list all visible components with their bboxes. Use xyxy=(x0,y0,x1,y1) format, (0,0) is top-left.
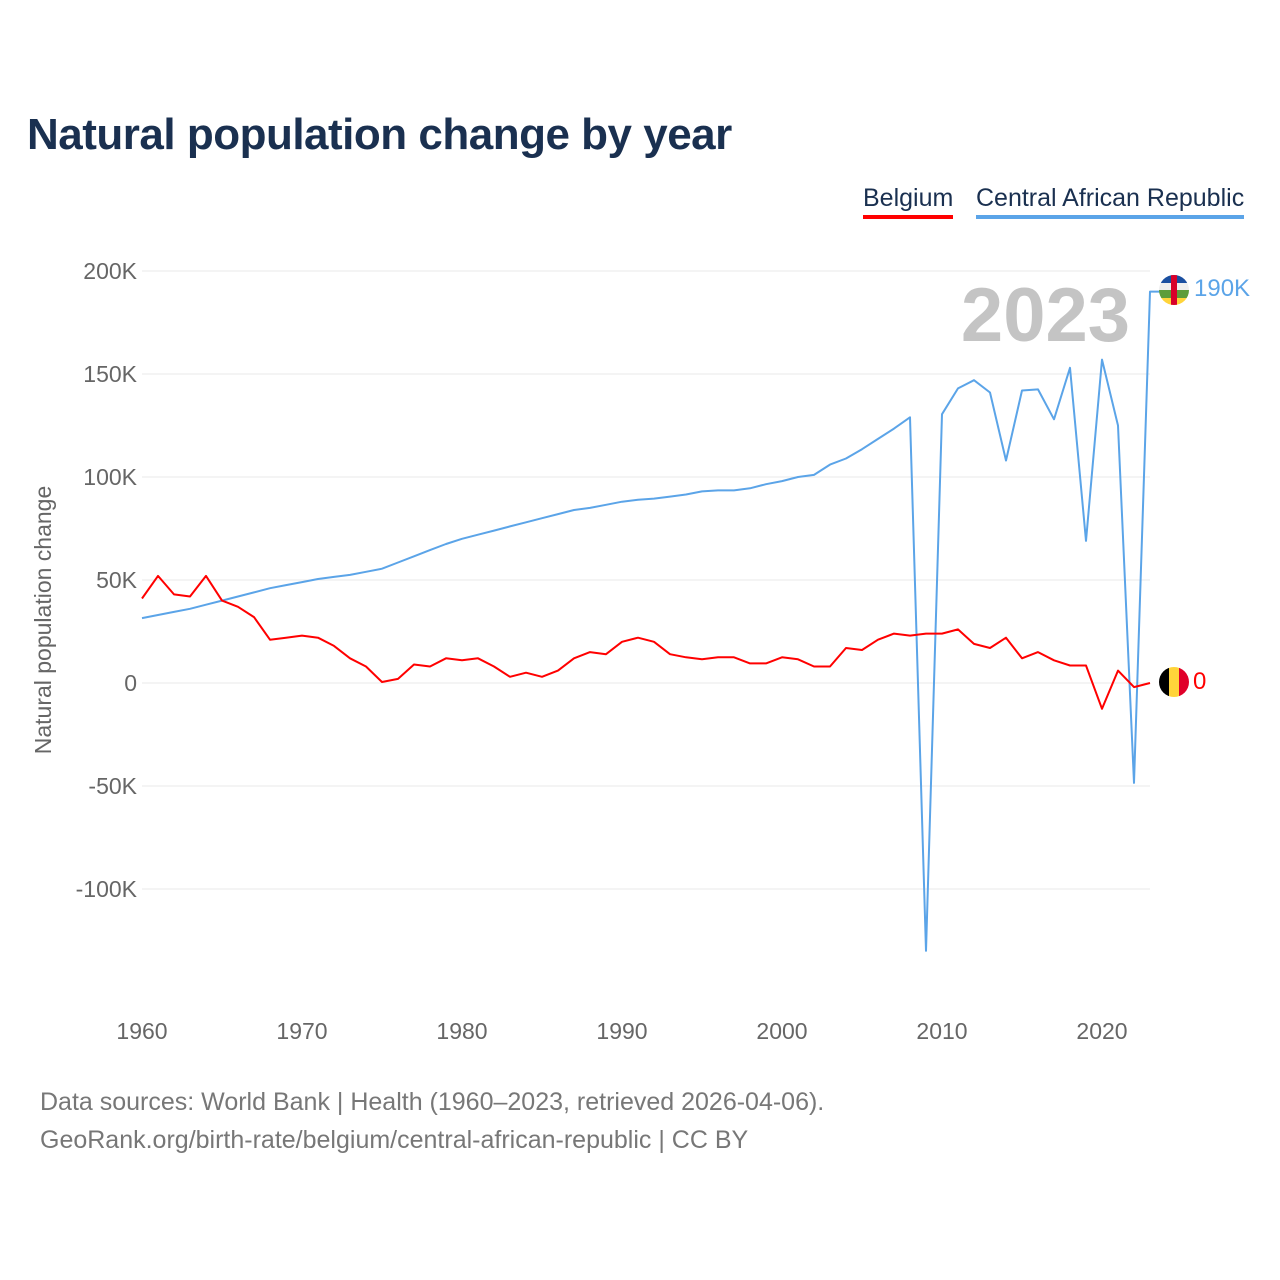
y-tick-label: -50K xyxy=(88,773,137,799)
y-tick-label: 0 xyxy=(124,670,137,696)
x-tick-label: 2010 xyxy=(916,1018,967,1044)
y-tick-label: 100K xyxy=(83,464,137,490)
end-label-car: 190K xyxy=(1194,275,1250,302)
y-tick-label: -100K xyxy=(76,876,138,902)
y-tick-label: 200K xyxy=(83,258,137,284)
source-note: Data sources: World Bank | Health (1960–… xyxy=(40,1088,825,1116)
series-line-belgium xyxy=(141,574,1151,710)
x-tick-label: 1980 xyxy=(436,1018,487,1044)
x-tick-label: 1970 xyxy=(276,1018,327,1044)
end-label-belgium: 0 xyxy=(1193,668,1206,695)
x-tick-label: 1960 xyxy=(116,1018,167,1044)
y-axis-label: Natural population change xyxy=(30,486,56,755)
x-tick-label: 2000 xyxy=(756,1018,807,1044)
y-tick-label: 150K xyxy=(83,361,137,387)
series-line-central-african-republic xyxy=(141,290,1160,952)
x-tick-label: 1990 xyxy=(596,1018,647,1044)
source-link[interactable]: GeoRank.org/birth-rate/belgium/central-a… xyxy=(40,1126,749,1154)
x-tick-label: 2020 xyxy=(1076,1018,1127,1044)
flag-belgium-icon xyxy=(1159,667,1189,697)
legend-central-african-republic[interactable]: Central African Republic xyxy=(976,184,1245,219)
chart-title: Natural population change by year xyxy=(27,110,732,159)
y-tick-label: 50K xyxy=(96,567,138,593)
flag-central-african-republic-icon xyxy=(1159,275,1189,305)
legend-belgium[interactable]: Belgium xyxy=(863,184,954,219)
year-overlay: 2023 xyxy=(961,273,1130,358)
